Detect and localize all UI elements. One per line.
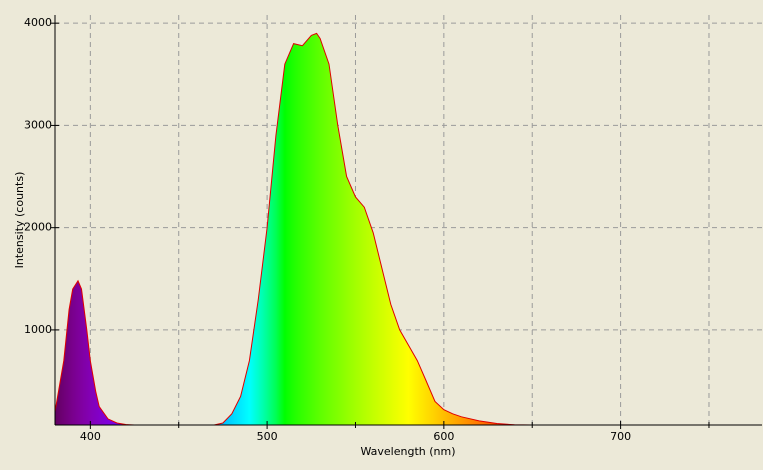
x-tick-label: 700 <box>610 430 631 443</box>
x-tick-label: 500 <box>257 430 278 443</box>
y-tick-label: 2000 <box>24 221 52 234</box>
y-axis-label: Intensity (counts) <box>13 172 26 269</box>
y-tick-label: 4000 <box>24 16 52 29</box>
spectrum-line <box>54 32 762 426</box>
area-fill <box>55 33 762 426</box>
x-tick-label: 400 <box>80 430 101 443</box>
x-axis-label: Wavelength (nm) <box>360 445 455 458</box>
y-tick-label: 3000 <box>24 118 52 131</box>
x-tick-label: 600 <box>433 430 454 443</box>
y-tick-label: 1000 <box>24 323 52 336</box>
